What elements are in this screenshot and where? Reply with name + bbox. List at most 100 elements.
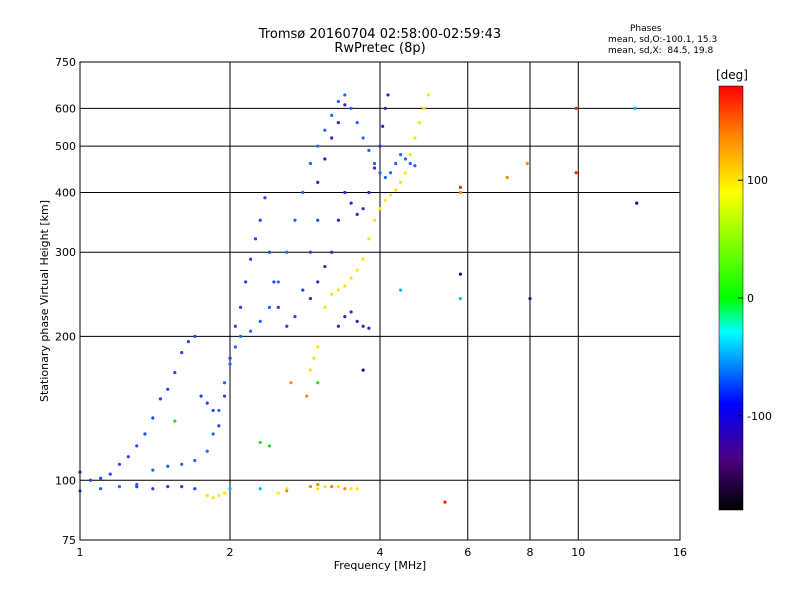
data-point [217,408,221,413]
data-point [372,218,377,222]
data-point [574,106,578,110]
y-tick-label: 750 [55,56,76,69]
data-point [158,397,163,401]
data-point [349,106,353,110]
data-point [323,485,327,489]
chart-title-line2: RwPretec (8p) [334,41,426,56]
x-tick-label: 10 [571,546,585,559]
data-point [173,370,177,375]
data-point [211,432,215,436]
data-point [349,276,353,280]
y-tick-label: 600 [55,102,76,115]
data-point [308,485,313,489]
data-point [413,164,417,168]
data-point [308,161,313,166]
data-point [276,305,280,309]
data-point [173,419,177,423]
data-point [316,345,320,349]
data-point [417,121,422,125]
data-point [180,350,184,355]
data-point [383,198,387,203]
y-tick-label: 300 [55,246,76,259]
data-point [361,136,365,140]
x-tick-label: 4 [377,546,384,559]
y-tick-label: 500 [55,140,76,153]
data-point [285,489,289,493]
data-point [285,324,289,328]
data-point [394,188,398,192]
data-point [343,190,347,195]
data-point [403,157,408,161]
data-point [399,288,403,292]
data-point [151,416,155,420]
y-tick-label: 400 [55,186,76,199]
data-point [343,487,347,491]
data-point [383,106,387,110]
data-point [267,444,272,448]
data-point [349,310,353,314]
data-point [312,356,316,360]
data-point [505,175,509,180]
data-point [383,175,387,180]
data-point [349,487,353,491]
grid-lines [80,62,680,540]
data-point [285,250,289,254]
data-point [166,485,170,489]
data-point [361,207,365,211]
data-point [355,121,359,125]
data-point [422,106,426,110]
data-point [205,493,209,497]
data-point [330,136,334,140]
data-point [343,93,347,97]
plot-frame [79,61,681,541]
data-point [367,148,371,152]
data-point [276,280,280,284]
data-point [408,153,412,157]
data-point [258,440,262,445]
data-point [289,381,293,385]
data-point [117,485,122,489]
x-tick-label: 8 [527,546,534,559]
data-point [228,356,232,360]
data-point [633,106,637,110]
data-point [316,180,320,184]
data-point [381,124,385,128]
data-point [166,387,170,391]
data-point [126,455,130,459]
data-point [336,288,340,292]
data-point [135,444,139,448]
phases-stat-x: mean, sd,X: 84.5, 19.8 [608,46,714,56]
data-point [293,218,297,222]
data-point [330,250,334,254]
data-point [408,161,412,166]
data-point [403,171,408,175]
data-point [205,449,209,453]
data-point [222,491,227,495]
data-point [233,345,237,349]
data-point [343,103,347,107]
data-point [361,257,365,261]
y-axis: 75 100 200 300 400 500 600 750 [55,56,76,547]
data-point [135,482,139,487]
data-point [378,171,382,175]
data-point [323,305,327,309]
phases-heading: Phases [630,24,662,34]
data-point [336,485,340,489]
data-point [336,121,340,125]
data-point [458,185,463,189]
data-point [193,334,197,338]
colorbar-ticks: 100 0 -100 [738,174,772,423]
colorbar-label: [deg] [716,68,748,82]
data-point [238,334,243,338]
data-point [99,487,103,491]
data-point [525,161,529,166]
data-point [372,161,377,166]
data-point [108,472,112,476]
data-point [263,196,267,200]
data-point [301,190,305,195]
data-point [343,284,347,288]
data-point [361,324,365,328]
data-point [228,487,232,491]
data-point [267,305,272,309]
